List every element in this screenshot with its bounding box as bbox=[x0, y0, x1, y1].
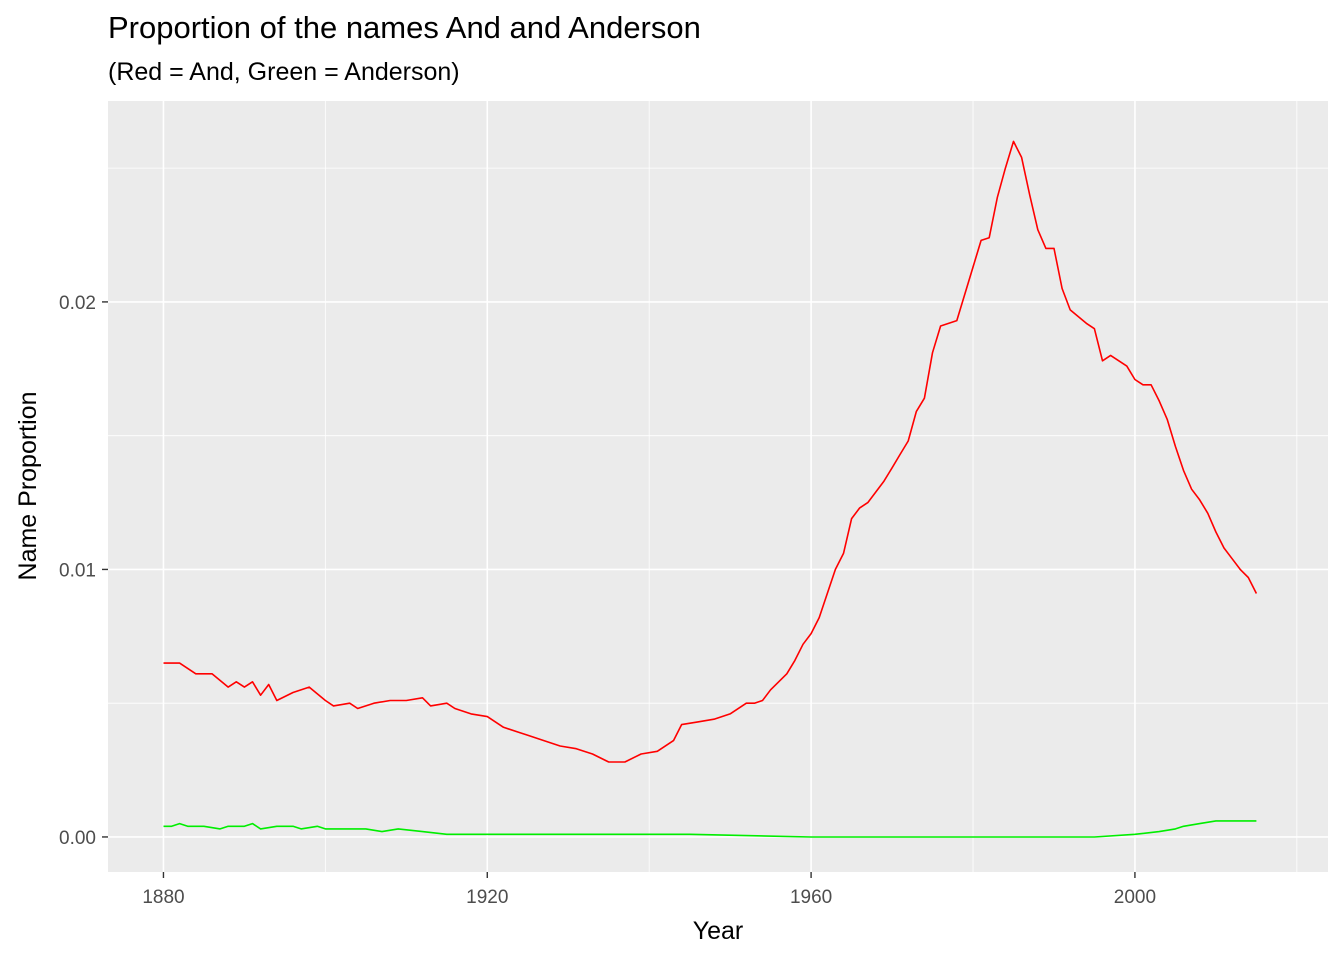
major-gridlines bbox=[108, 101, 1328, 872]
y-tick-label: 0.02 bbox=[59, 293, 96, 314]
x-axis: 1880 1920 1960 2000 bbox=[142, 872, 1156, 908]
y-tick-label: 0.01 bbox=[59, 560, 96, 581]
x-tick-label: 2000 bbox=[1114, 887, 1156, 908]
plot-panel bbox=[108, 101, 1328, 872]
series-line-2 bbox=[163, 820, 1257, 838]
y-axis-title: Name Proportion bbox=[14, 392, 42, 581]
series-layer bbox=[163, 140, 1258, 838]
y-tick-label: 0.00 bbox=[59, 828, 96, 849]
series-line-1 bbox=[163, 140, 1258, 763]
chart-subtitle: (Red = And, Green = Anderson) bbox=[108, 58, 460, 86]
chart-title: Proportion of the names And and Anderson bbox=[108, 10, 701, 45]
x-axis-title: Year bbox=[693, 917, 744, 945]
minor-gridlines bbox=[108, 101, 1328, 872]
x-tick-label: 1880 bbox=[142, 887, 184, 908]
x-tick-label: 1920 bbox=[466, 887, 508, 908]
x-tick-label: 1960 bbox=[790, 887, 832, 908]
y-axis: 0.00 0.01 0.02 bbox=[59, 293, 108, 849]
